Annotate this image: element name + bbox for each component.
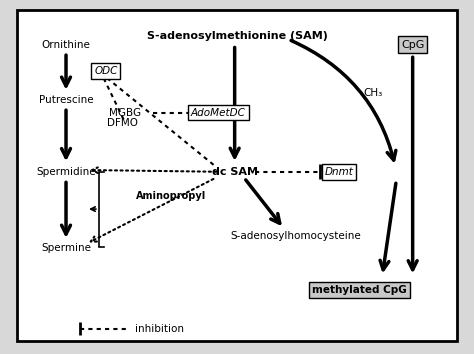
Text: S-adenosylmethionine (SAM): S-adenosylmethionine (SAM): [146, 31, 328, 41]
Text: Ornithine: Ornithine: [42, 40, 91, 50]
Text: S-adenosylhomocysteine: S-adenosylhomocysteine: [230, 231, 361, 241]
Text: ODC: ODC: [94, 66, 118, 76]
Text: CpG: CpG: [401, 40, 424, 50]
Text: dc SAM: dc SAM: [212, 167, 258, 177]
Text: inhibition: inhibition: [135, 324, 184, 333]
Text: DFMO: DFMO: [107, 118, 138, 128]
Text: Spermidine: Spermidine: [36, 167, 96, 177]
Text: CH₃: CH₃: [363, 88, 383, 98]
Text: Spermine: Spermine: [41, 244, 91, 253]
Text: Dnmt: Dnmt: [325, 167, 354, 177]
Text: methylated CpG: methylated CpG: [312, 285, 407, 295]
Text: Putrescine: Putrescine: [39, 95, 93, 105]
FancyBboxPatch shape: [17, 10, 457, 341]
Text: AdoMetDC: AdoMetDC: [191, 108, 246, 118]
Text: Aminopropyl: Aminopropyl: [137, 191, 207, 201]
Text: MGBG: MGBG: [109, 108, 141, 118]
